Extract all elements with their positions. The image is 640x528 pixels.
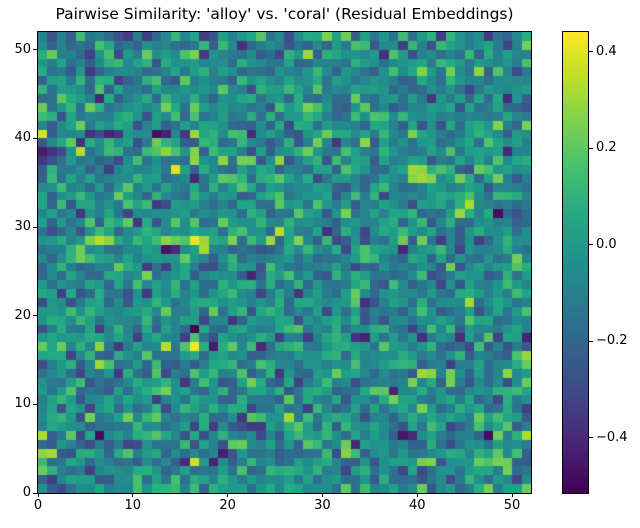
y-tick-mark — [33, 403, 37, 405]
y-tick-mark — [33, 315, 37, 317]
colorbar-tick-label: 0.2 — [596, 140, 617, 156]
x-tick-label: 20 — [219, 498, 236, 513]
x-tick-label: 50 — [503, 498, 521, 513]
colorbar-tick-label: −0.4 — [596, 429, 628, 445]
x-tick-label: 0 — [33, 498, 43, 513]
x-tick-label: 30 — [314, 498, 331, 513]
heatmap-image — [38, 32, 531, 493]
colorbar-tick-mark — [589, 147, 593, 149]
y-tick-mark — [33, 137, 37, 139]
heatmap-axes — [37, 31, 532, 494]
x-tick-mark — [37, 493, 39, 497]
y-tick-mark — [33, 49, 37, 51]
colorbar-tick-mark — [589, 244, 593, 246]
x-tick-label: 40 — [408, 498, 426, 513]
x-tick-mark — [321, 493, 323, 497]
colorbar-tick-label: 0.0 — [596, 236, 617, 252]
colorbar-tick-mark — [589, 51, 593, 53]
x-tick-mark — [511, 493, 513, 497]
x-tick-mark — [227, 493, 229, 497]
colorbar-tick-label: −0.2 — [596, 333, 628, 349]
y-tick-label: 50 — [14, 41, 31, 57]
y-tick-label: 10 — [14, 396, 31, 412]
colorbar-tick-mark — [589, 437, 593, 439]
y-tick-label: 0 — [22, 485, 31, 500]
colorbar-gradient — [563, 32, 588, 493]
colorbar-tick-label: 0.4 — [596, 43, 617, 59]
x-tick-mark — [416, 493, 418, 497]
colorbar-tick-mark — [589, 340, 593, 342]
chart-title: Pairwise Similarity: 'alloy' vs. 'coral'… — [55, 5, 514, 23]
x-tick-mark — [132, 493, 134, 497]
y-tick-mark — [33, 226, 37, 228]
y-tick-label: 20 — [14, 307, 31, 323]
y-tick-label: 30 — [14, 219, 31, 235]
x-tick-label: 10 — [124, 498, 142, 513]
y-tick-mark — [33, 492, 37, 494]
colorbar — [562, 31, 589, 494]
y-tick-label: 40 — [14, 130, 31, 146]
